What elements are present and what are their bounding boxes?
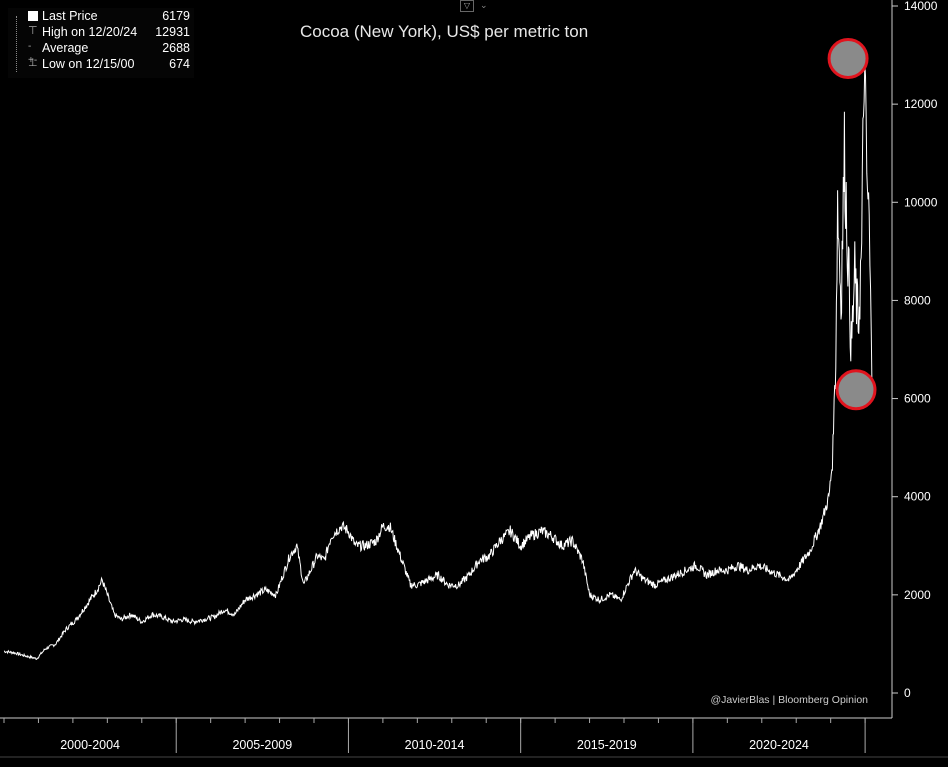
y-tick-label: 4000 [904, 490, 931, 504]
legend: Last Price 6179 ⊤ High on 12/20/24 12931… [8, 8, 194, 78]
x-period-label: 2010-2014 [405, 738, 465, 752]
average-marker-icon: -+- [28, 41, 38, 66]
y-tick-label: 8000 [904, 293, 931, 307]
chart-title: Cocoa (New York), US$ per metric ton [300, 22, 589, 41]
highlight-markers [827, 37, 877, 411]
white-square-icon [28, 11, 38, 21]
highlight-marker-last [835, 369, 877, 411]
legend-item-last-price[interactable]: Last Price 6179 [8, 8, 194, 24]
legend-tree-line [16, 16, 18, 72]
y-tick-label: 12000 [904, 97, 938, 111]
price-series-line [3, 63, 873, 660]
chart-axes [0, 0, 893, 719]
x-period-label: 2005-2009 [232, 738, 292, 752]
source-credit: @JavierBlas | Bloomberg Opinion [710, 694, 868, 706]
x-period-label: 2000-2004 [60, 738, 120, 752]
y-tick-label: 2000 [904, 588, 931, 602]
y-tick-label: 10000 [904, 195, 938, 209]
highlight-marker-high [827, 37, 869, 79]
legend-item-average[interactable]: -+- Average 2688 [28, 41, 190, 66]
chart-toggle-icon[interactable]: ▽ [460, 0, 474, 12]
y-tick-label: 6000 [904, 392, 931, 406]
x-period-label: 2020-2024 [749, 738, 809, 752]
legend-item-high[interactable]: ⊤ High on 12/20/24 12931 [28, 25, 190, 39]
legend-item-low[interactable]: ⊥ Low on 12/15/00 674 [28, 57, 190, 71]
y-axis-ticks: 0 2000 4000 6000 8000 10000 12000 14000 [3, 0, 938, 723]
y-tick-label: 14000 [904, 0, 938, 13]
chevron-down-icon[interactable]: ⌄ [480, 0, 488, 10]
x-period-label: 2015-2019 [577, 738, 637, 752]
x-axis-period-bands: 2000-2004 2005-2009 2010-2014 2015-2019 2020… [0, 718, 948, 758]
high-marker-icon: ⊤ [28, 25, 38, 37]
y-tick-label: 0 [904, 686, 911, 700]
low-marker-icon: ⊥ [28, 57, 38, 69]
